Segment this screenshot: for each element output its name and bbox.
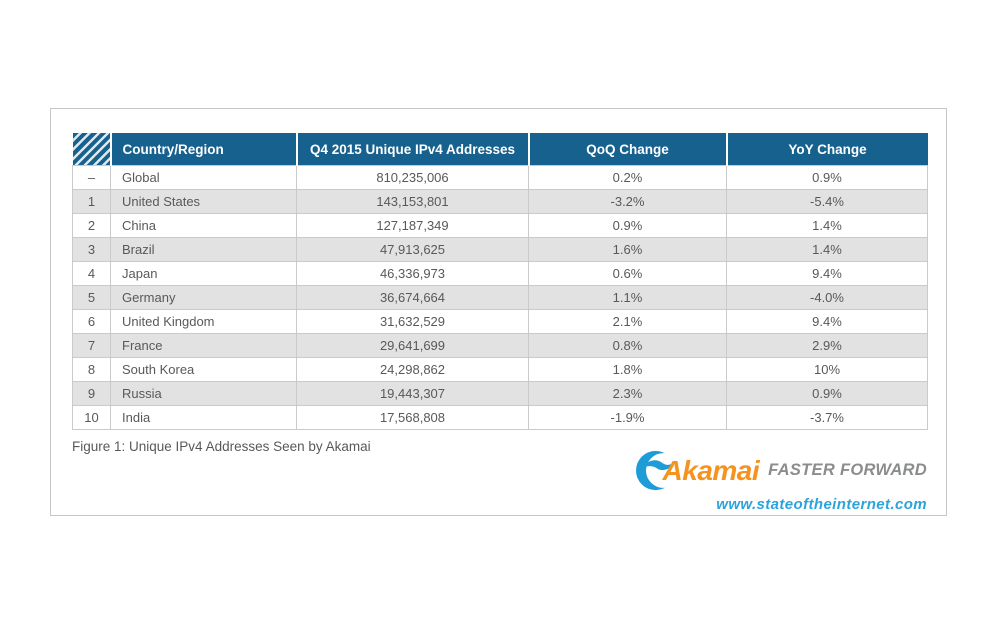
cell-rank: 10 xyxy=(72,405,111,430)
cell-country: Japan xyxy=(110,261,297,286)
cell-country: Global xyxy=(110,165,297,190)
cell-yoy: 1.4% xyxy=(726,237,928,262)
website-link[interactable]: www.stateoftheinternet.com xyxy=(716,496,927,513)
table-row: 10 India 17,568,808 -1.9% -3.7% xyxy=(72,405,928,430)
cell-qoq: 0.8% xyxy=(528,333,727,358)
table-body: – Global 810,235,006 0.2% 0.9% 1 United States… xyxy=(72,165,928,430)
cell-country: China xyxy=(110,213,297,238)
cell-yoy: 2.9% xyxy=(726,333,928,358)
cell-rank: 9 xyxy=(72,381,111,406)
table-row: 1 United States 143,153,801 -3.2% -5.4% xyxy=(72,189,928,214)
akamai-wordmark: Akamai xyxy=(662,454,760,486)
cell-yoy: 9.4% xyxy=(726,261,928,286)
cell-rank: 5 xyxy=(72,285,111,310)
cell-rank: – xyxy=(72,165,111,190)
logo-row: Akamai FASTER FORWARD xyxy=(635,447,927,494)
ipv4-table: Country/Region Q4 2015 Unique IPv4 Addre… xyxy=(72,133,928,430)
cell-country: United Kingdom xyxy=(110,309,297,334)
cell-addresses: 17,568,808 xyxy=(296,405,529,430)
cell-country: Germany xyxy=(110,285,297,310)
cell-addresses: 810,235,006 xyxy=(296,165,529,190)
col-header-qoq: QoQ Change xyxy=(527,133,727,166)
cell-qoq: 1.1% xyxy=(528,285,727,310)
cell-addresses: 24,298,862 xyxy=(296,357,529,382)
cell-qoq: 1.8% xyxy=(528,357,727,382)
cell-country: India xyxy=(110,405,297,430)
table-row: 4 Japan 46,336,973 0.6% 9.4% xyxy=(72,261,928,286)
cell-country: Brazil xyxy=(110,237,297,262)
table-row: 7 France 29,641,699 0.8% 2.9% xyxy=(72,333,928,358)
cell-addresses: 46,336,973 xyxy=(296,261,529,286)
cell-qoq: -1.9% xyxy=(528,405,727,430)
cell-yoy: -3.7% xyxy=(726,405,928,430)
cell-yoy: 1.4% xyxy=(726,213,928,238)
header-row: Country/Region Q4 2015 Unique IPv4 Addre… xyxy=(72,133,928,166)
cell-rank: 8 xyxy=(72,357,111,382)
cell-qoq: 0.9% xyxy=(528,213,727,238)
logo-tagline: FASTER FORWARD xyxy=(768,461,927,480)
table-row: 9 Russia 19,443,307 2.3% 0.9% xyxy=(72,381,928,406)
cell-addresses: 29,641,699 xyxy=(296,333,529,358)
table-row: 8 South Korea 24,298,862 1.8% 10% xyxy=(72,357,928,382)
akamai-logo: Akamai FASTER FORWARD www.stateoftheinte… xyxy=(635,447,927,513)
table-row: – Global 810,235,006 0.2% 0.9% xyxy=(72,165,928,190)
figure-card: Country/Region Q4 2015 Unique IPv4 Addre… xyxy=(50,108,947,516)
cell-country: France xyxy=(110,333,297,358)
cell-qoq: 0.2% xyxy=(528,165,727,190)
cell-addresses: 19,443,307 xyxy=(296,381,529,406)
cell-addresses: 127,187,349 xyxy=(296,213,529,238)
cell-addresses: 143,153,801 xyxy=(296,189,529,214)
cell-addresses: 36,674,664 xyxy=(296,285,529,310)
col-header-country: Country/Region xyxy=(109,133,297,166)
hatch-corner-cell xyxy=(72,133,111,166)
cell-yoy: 0.9% xyxy=(726,165,928,190)
cell-country: South Korea xyxy=(110,357,297,382)
cell-yoy: -5.4% xyxy=(726,189,928,214)
cell-yoy: 10% xyxy=(726,357,928,382)
cell-qoq: -3.2% xyxy=(528,189,727,214)
col-header-yoy: YoY Change xyxy=(725,133,928,166)
cell-rank: 3 xyxy=(72,237,111,262)
cell-rank: 6 xyxy=(72,309,111,334)
cell-qoq: 0.6% xyxy=(528,261,727,286)
cell-addresses: 47,913,625 xyxy=(296,237,529,262)
cell-rank: 1 xyxy=(72,189,111,214)
cell-qoq: 1.6% xyxy=(528,237,727,262)
cell-addresses: 31,632,529 xyxy=(296,309,529,334)
cell-qoq: 2.3% xyxy=(528,381,727,406)
cell-rank: 2 xyxy=(72,213,111,238)
akamai-swoosh-icon xyxy=(635,450,676,491)
cell-yoy: 9.4% xyxy=(726,309,928,334)
cell-country: Russia xyxy=(110,381,297,406)
table-row: 5 Germany 36,674,664 1.1% -4.0% xyxy=(72,285,928,310)
cell-yoy: 0.9% xyxy=(726,381,928,406)
cell-country: United States xyxy=(110,189,297,214)
table-row: 2 China 127,187,349 0.9% 1.4% xyxy=(72,213,928,238)
cell-qoq: 2.1% xyxy=(528,309,727,334)
cell-rank: 4 xyxy=(72,261,111,286)
col-header-addresses: Q4 2015 Unique IPv4 Addresses xyxy=(295,133,529,166)
cell-yoy: -4.0% xyxy=(726,285,928,310)
cell-rank: 7 xyxy=(72,333,111,358)
figure-caption: Figure 1: Unique IPv4 Addresses Seen by … xyxy=(72,439,371,454)
table-header: Country/Region Q4 2015 Unique IPv4 Addre… xyxy=(72,133,928,166)
table-row: 3 Brazil 47,913,625 1.6% 1.4% xyxy=(72,237,928,262)
table-row: 6 United Kingdom 31,632,529 2.1% 9.4% xyxy=(72,309,928,334)
